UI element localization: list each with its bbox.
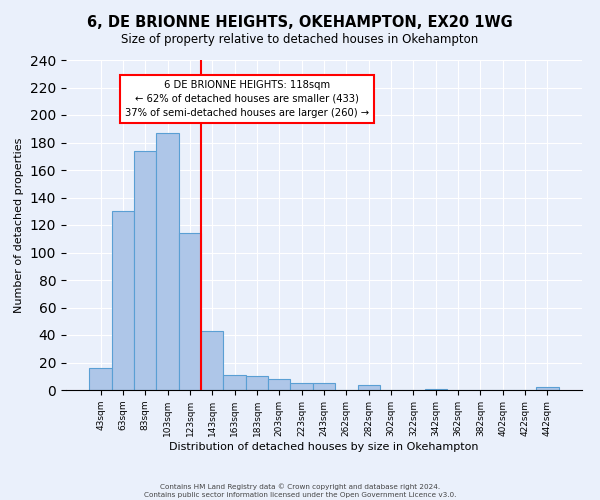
Bar <box>112 211 134 390</box>
Bar <box>157 133 179 390</box>
Bar <box>179 233 201 390</box>
Text: 6 DE BRIONNE HEIGHTS: 118sqm
← 62% of detached houses are smaller (433)
37% of s: 6 DE BRIONNE HEIGHTS: 118sqm ← 62% of de… <box>125 80 368 118</box>
Text: Contains HM Land Registry data © Crown copyright and database right 2024.
Contai: Contains HM Land Registry data © Crown c… <box>144 483 456 498</box>
Text: 6, DE BRIONNE HEIGHTS, OKEHAMPTON, EX20 1WG: 6, DE BRIONNE HEIGHTS, OKEHAMPTON, EX20 … <box>87 15 513 30</box>
Bar <box>313 383 335 390</box>
Bar <box>246 376 268 390</box>
Y-axis label: Number of detached properties: Number of detached properties <box>14 138 24 312</box>
Text: Size of property relative to detached houses in Okehampton: Size of property relative to detached ho… <box>121 32 479 46</box>
Bar <box>89 368 112 390</box>
Bar <box>358 384 380 390</box>
Bar <box>223 375 246 390</box>
Bar <box>425 388 447 390</box>
Bar <box>201 331 223 390</box>
Bar <box>536 387 559 390</box>
Bar <box>290 383 313 390</box>
Bar <box>134 151 157 390</box>
Bar <box>268 379 290 390</box>
X-axis label: Distribution of detached houses by size in Okehampton: Distribution of detached houses by size … <box>169 442 479 452</box>
